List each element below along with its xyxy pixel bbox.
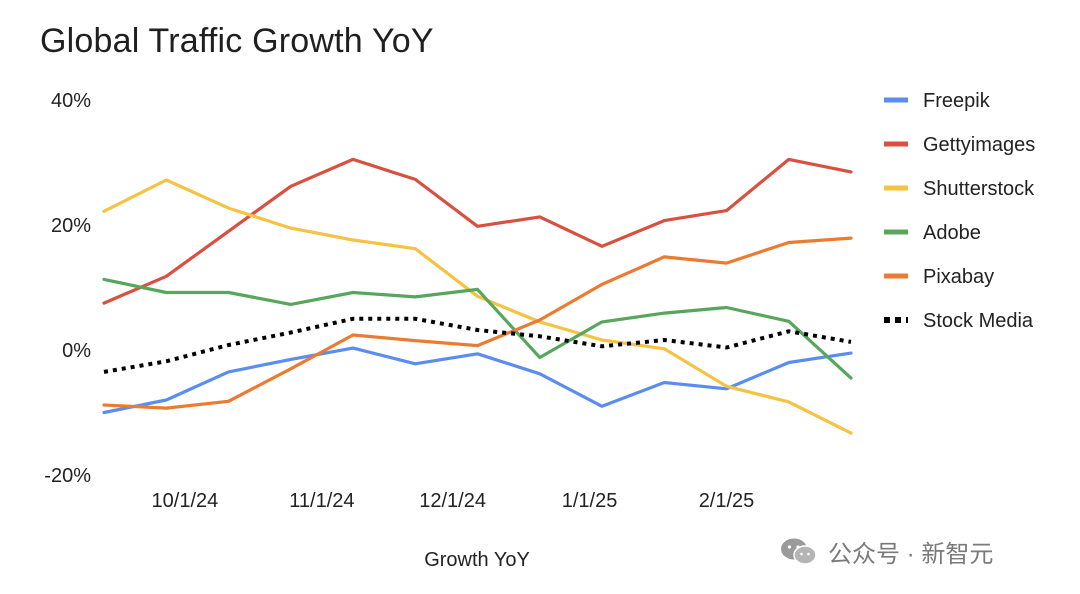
- watermark-text: 公众号 · 新智元: [828, 541, 994, 568]
- legend-label-pixabay: Pixabay: [923, 266, 994, 288]
- series-line-shutterstock: [102, 178, 853, 435]
- y-tick-label: -20%: [44, 465, 91, 487]
- legend-label-shutterstock: Shutterstock: [923, 178, 1035, 200]
- wechat-icon: [781, 538, 817, 565]
- legend-label-gettyimages: Gettyimages: [923, 134, 1035, 156]
- series-line-adobe: [102, 277, 853, 380]
- x-tick-label: 11/1/24: [289, 490, 354, 512]
- series-lines: [102, 157, 853, 435]
- legend: Freepik Gettyimages Shutterstock Adobe Pixab…: [884, 90, 1035, 332]
- legend-label-freepik: Freepik: [923, 90, 991, 112]
- watermark: 公众号 · 新智元: [780, 534, 993, 569]
- series-line-freepik: [102, 346, 853, 415]
- y-tick-label: 20%: [51, 215, 91, 237]
- y-axis-ticks: -20% 0% 20% 40%: [44, 90, 91, 487]
- x-tick-label: 1/1/25: [562, 490, 618, 512]
- legend-label-stock-media: Stock Media: [923, 310, 1034, 332]
- x-tick-label: 10/1/24: [152, 490, 219, 512]
- y-tick-label: 40%: [51, 90, 91, 112]
- y-tick-label: 0%: [62, 340, 91, 362]
- legend-label-adobe: Adobe: [923, 222, 981, 244]
- x-axis-ticks: 10/1/24 11/1/24 12/1/24 1/1/25 2/1/25: [152, 490, 755, 512]
- series-line-stock-media: [103, 316, 852, 374]
- x-tick-label: 12/1/24: [419, 490, 486, 512]
- series-line-gettyimages: [102, 157, 853, 305]
- x-axis-label: Growth YoY: [424, 549, 530, 571]
- series-line-pixabay: [102, 236, 853, 410]
- chart-title: Global Traffic Growth YoY: [40, 22, 434, 60]
- x-tick-label: 2/1/25: [699, 490, 755, 512]
